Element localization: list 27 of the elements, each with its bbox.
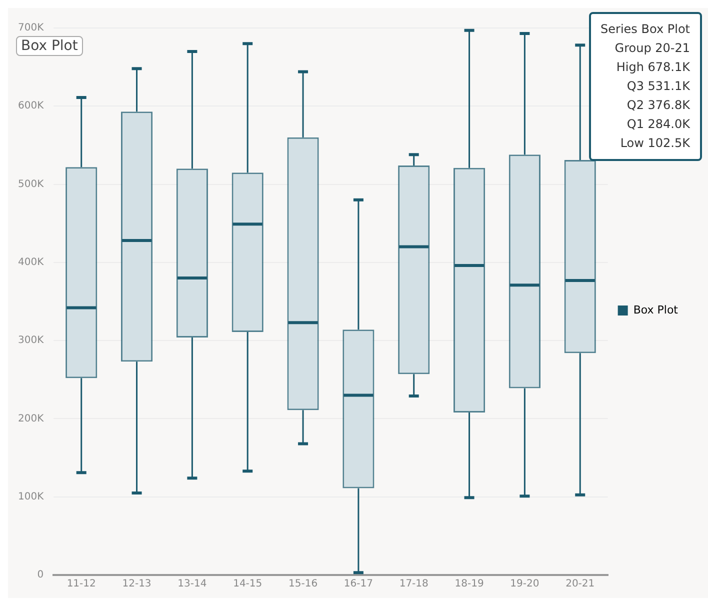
x-tick-label: 11-12 xyxy=(66,578,96,590)
x-tick-label: 19-20 xyxy=(510,578,540,590)
text: High 678.1K xyxy=(615,59,690,76)
y-tick-label: 500K xyxy=(18,178,44,190)
x-tick-label: 16-17 xyxy=(344,578,373,590)
x-tick-label: 15-16 xyxy=(288,578,318,590)
y-tick-label: 0 xyxy=(37,570,44,581)
y-tick-label: 200K xyxy=(18,413,44,424)
text: Group 20-21 xyxy=(614,40,690,57)
y-tick-label: 700K xyxy=(18,22,44,34)
text: Q3 531.1K xyxy=(626,78,690,95)
x-tick-label: 18-19 xyxy=(454,578,484,590)
x-tick-label: 20-21 xyxy=(566,578,595,590)
y-tick-label: 600K xyxy=(18,100,44,112)
y-tick-label: 400K xyxy=(18,257,44,268)
y-tick-label: 100K xyxy=(18,491,44,502)
y-tick-label: 300K xyxy=(18,335,44,346)
annotation: Series Box Plot xyxy=(600,21,690,38)
text: Box Plot xyxy=(16,36,83,56)
x-tick-label: 12-13 xyxy=(122,578,152,590)
text: Q1 284.0K xyxy=(626,116,690,133)
x-tick-label: 14-15 xyxy=(233,578,262,590)
x-tick-label: 17-18 xyxy=(399,578,428,590)
legend-label: Box Plot xyxy=(633,303,679,316)
text: Q2 376.8K xyxy=(626,97,690,114)
x-tick-label: 13-14 xyxy=(178,578,207,590)
text: Low 102.5K xyxy=(619,135,690,152)
